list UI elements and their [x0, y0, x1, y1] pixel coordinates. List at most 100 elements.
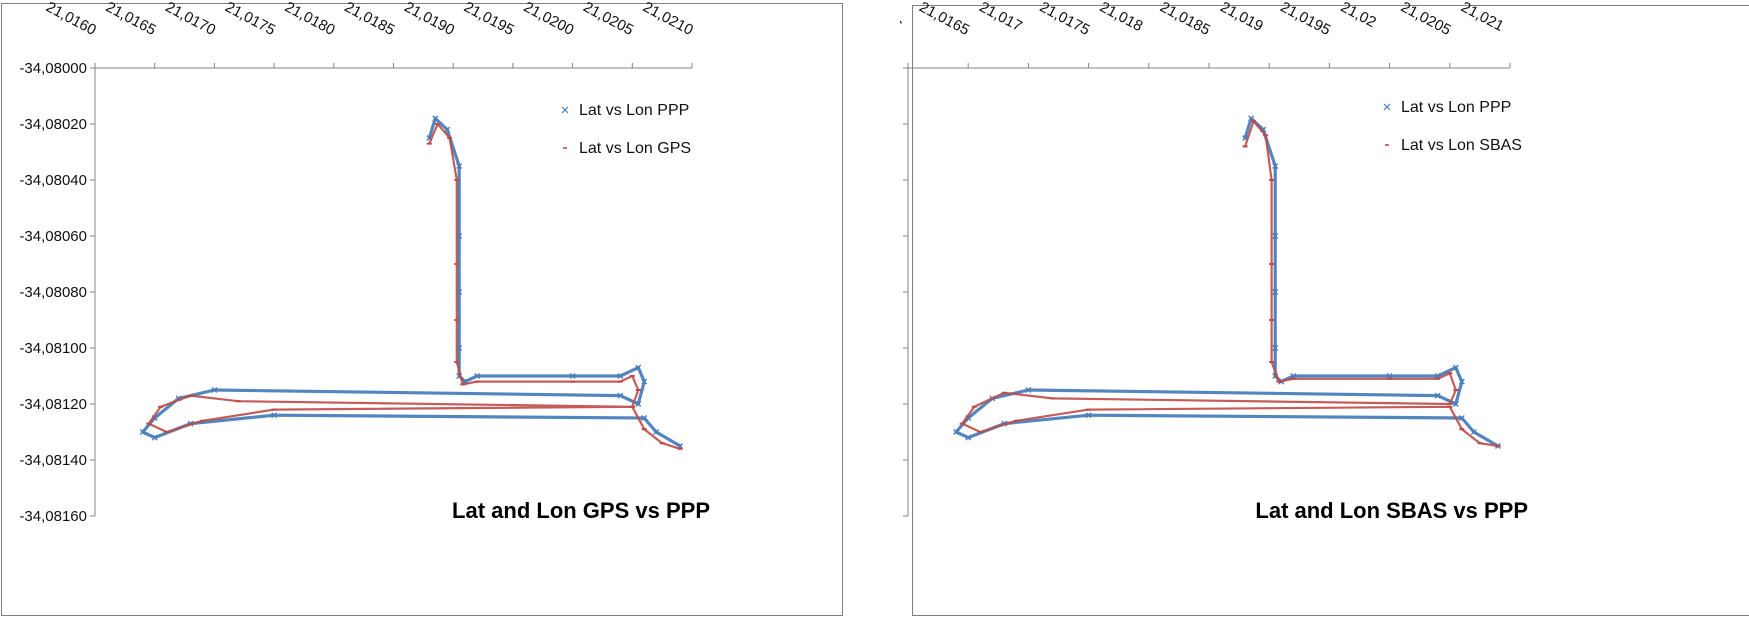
data-point-ppp — [1434, 392, 1441, 399]
marker-stroke — [635, 401, 642, 407]
y-tick-label: -34,08120 — [19, 396, 87, 413]
marker-stroke — [1434, 373, 1441, 379]
data-point-ppp — [474, 373, 481, 379]
data-point-ppp — [432, 115, 439, 122]
marker-stroke — [641, 378, 648, 385]
data-point-ppp — [1452, 364, 1459, 371]
chart-title: Lat and Lon SBAS vs PPP — [1255, 498, 1528, 523]
marker-stroke — [1458, 378, 1465, 385]
data-point-ppp — [1470, 429, 1477, 435]
legend-label: Lat vs Lon PPP — [1401, 99, 1511, 116]
x-tick-label: 21,02 — [1338, 0, 1379, 31]
data-point-ppp — [641, 378, 648, 385]
data-point-ppp — [617, 392, 624, 399]
chart-gps-vs-ppp: 21,0160 21,0165 21,0170 21,0175 21,0180 21,01… — [1, 0, 843, 616]
y-tick-label: -34,08020 — [19, 116, 87, 133]
data-point-ppp — [635, 401, 642, 407]
y-tick-label: -34,08080 — [19, 284, 87, 301]
data-point-ppp — [1248, 115, 1255, 122]
x-tick-label: 21,0210 — [640, 0, 696, 39]
marker-stroke — [569, 373, 576, 379]
marker-stroke — [1085, 412, 1092, 419]
x-tick-label: 21,016 — [900, 0, 905, 35]
data-point-ppp — [1025, 387, 1032, 393]
y-tick-label: -34,08140 — [19, 452, 87, 469]
marker-stroke — [474, 373, 481, 379]
marker-stroke — [432, 115, 439, 122]
data-point-ppp — [1272, 289, 1279, 295]
marker-stroke — [965, 434, 972, 441]
chart-sbas-vs-ppp: 21,016 21,0165 21,017 21,0175 21,018 21,0185 2… — [900, 0, 1749, 616]
marker-stroke — [1272, 345, 1279, 351]
marker-stroke — [1248, 115, 1255, 122]
data-point-ppp — [271, 412, 278, 419]
marker-stroke — [1434, 392, 1441, 399]
series-track-compare — [147, 122, 682, 450]
x-tick-label: 21,0175 — [222, 0, 278, 39]
data-point-ppp — [1290, 373, 1297, 379]
marker-stroke — [139, 429, 146, 435]
series-track-ppp — [141, 116, 682, 448]
marker-stroke — [653, 429, 660, 435]
data-point-ppp — [641, 415, 648, 421]
marker-stroke — [1458, 415, 1465, 421]
marker-stroke — [617, 392, 624, 399]
data-point-ppp — [635, 364, 642, 371]
marker-stroke — [444, 126, 451, 133]
marker-stroke — [1452, 364, 1459, 371]
data-point-ppp — [211, 387, 218, 393]
data-point-ppp — [1272, 233, 1279, 239]
chart-title: Lat and Lon GPS vs PPP — [452, 498, 710, 523]
plot-area — [953, 115, 1501, 449]
x-tick-label: 21,0205 — [580, 0, 636, 39]
legend-label: Lat vs Lon PPP — [579, 102, 689, 119]
marker-stroke — [1386, 373, 1393, 379]
chart-border — [1, 3, 843, 616]
legend-marker — [1383, 103, 1391, 111]
plot-area — [139, 115, 684, 450]
marker-stroke — [965, 415, 972, 421]
x-tick-label: 21,0170 — [163, 0, 219, 39]
data-point-ppp — [1452, 401, 1459, 407]
legend-label: Lat vs Lon SBAS — [1401, 137, 1522, 154]
marker-stroke — [426, 135, 433, 141]
chart-panel-gps: 21,0160 21,0165 21,0170 21,0175 21,0180 21,01… — [0, 0, 845, 620]
data-point-ppp — [1085, 412, 1092, 419]
data-point-ppp — [617, 373, 624, 379]
legend-marker — [561, 106, 569, 114]
marker-stroke — [151, 415, 158, 421]
data-point-ppp — [1272, 345, 1279, 351]
x-tick-label: 21,0185 — [342, 0, 398, 39]
data-point-ppp — [965, 434, 972, 441]
marker-stroke — [456, 163, 463, 169]
marker-stroke — [1290, 373, 1297, 379]
data-point-ppp — [1458, 378, 1465, 385]
x-tick-label: 21,0200 — [521, 0, 577, 39]
marker-stroke — [1242, 135, 1249, 141]
data-point-ppp — [1272, 163, 1279, 169]
x-tick-label: 21,0180 — [282, 0, 338, 39]
y-tick-label: -34,08060 — [19, 228, 87, 245]
data-point-ppp — [139, 429, 146, 435]
y-tick-label: -34,08000 — [19, 60, 87, 77]
marker-stroke — [1272, 289, 1279, 295]
marker-stroke — [1272, 163, 1279, 169]
y-tick-label: -34,08100 — [19, 340, 87, 357]
y-tick-label: -34,08160 — [19, 508, 87, 525]
data-point-ppp — [444, 126, 451, 133]
x-tick-label: 21,0195 — [461, 0, 517, 39]
y-tick-label: -34,08040 — [19, 172, 87, 189]
data-point-ppp — [953, 429, 960, 435]
x-tick-label: 21,0165 — [103, 0, 159, 39]
marker-stroke — [151, 434, 158, 441]
data-point-ppp — [1458, 415, 1465, 421]
marker-stroke — [635, 364, 642, 371]
x-tick-label: 21,0160 — [43, 0, 99, 39]
marker-stroke — [1452, 401, 1459, 407]
marker-stroke — [1025, 387, 1032, 393]
chart-panel-sbas: 21,016 21,0165 21,017 21,0175 21,018 21,0185 2… — [900, 0, 1749, 620]
data-point-ppp — [569, 373, 576, 379]
marker-stroke — [271, 412, 278, 419]
data-point-ppp — [653, 429, 660, 435]
marker-stroke — [211, 387, 218, 393]
